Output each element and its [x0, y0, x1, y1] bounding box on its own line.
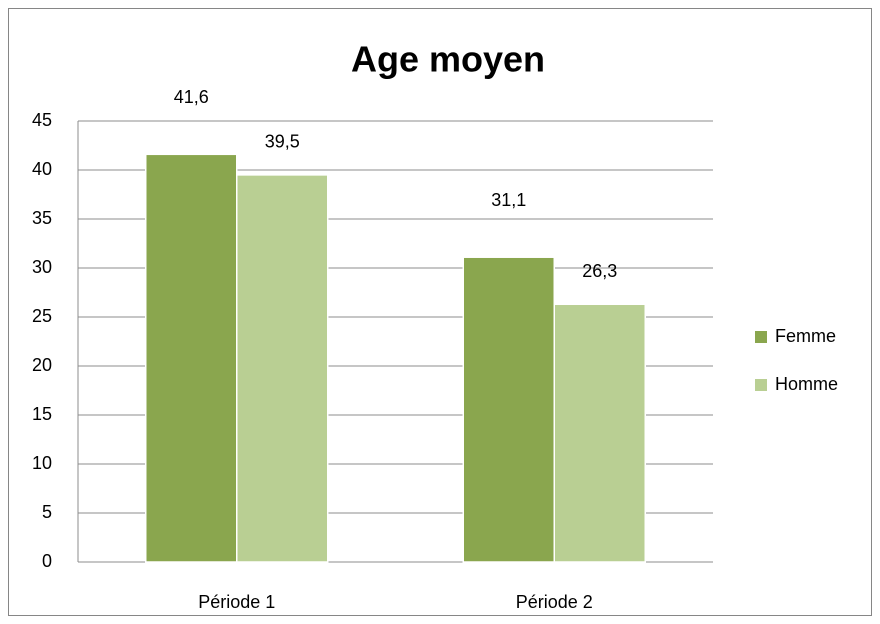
- data-label: 39,5: [265, 132, 300, 152]
- y-tick-label: 5: [42, 502, 52, 522]
- y-tick-label: 45: [32, 110, 52, 130]
- chart-title: Age moyen: [351, 39, 545, 80]
- legend-label: Femme: [775, 326, 836, 346]
- bar: [462, 256, 555, 563]
- legend-swatch: [755, 379, 767, 391]
- bar: [236, 174, 329, 563]
- y-tick-label: 35: [32, 208, 52, 228]
- legend-label: Homme: [775, 374, 838, 394]
- y-tick-label: 15: [32, 404, 52, 424]
- legend-swatch: [755, 331, 767, 343]
- y-tick-label: 40: [32, 159, 52, 179]
- y-tick-label: 25: [32, 306, 52, 326]
- y-tick-label: 0: [42, 551, 52, 571]
- data-label: 26,3: [582, 261, 617, 281]
- chart-border: [8, 8, 872, 616]
- data-label: 31,1: [491, 190, 526, 210]
- y-tick-label: 20: [32, 355, 52, 375]
- bar: [553, 303, 646, 563]
- x-tick-label: Période 1: [198, 592, 275, 612]
- bar: [145, 153, 238, 563]
- data-label: 41,6: [174, 87, 209, 107]
- x-tick-label: Période 2: [516, 592, 593, 612]
- y-tick-label: 30: [32, 257, 52, 277]
- y-tick-label: 10: [32, 453, 52, 473]
